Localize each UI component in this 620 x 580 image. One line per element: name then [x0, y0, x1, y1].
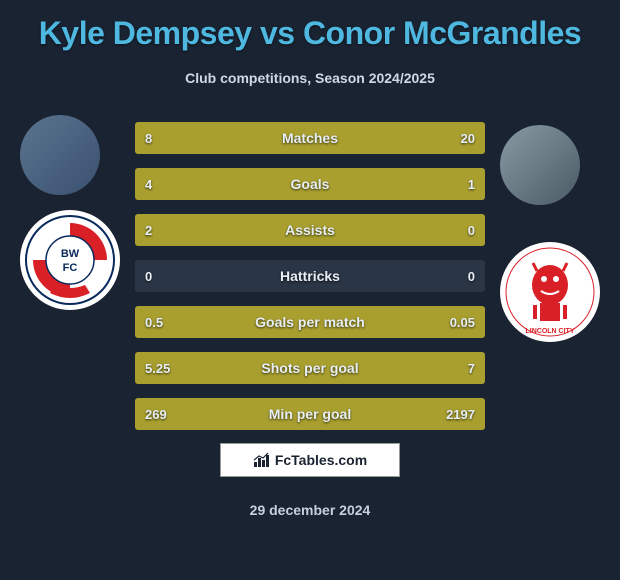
page-title: Kyle Dempsey vs Conor McGrandles [0, 15, 620, 52]
club-left-logo: BW FC [20, 210, 120, 310]
stat-value-right: 0 [468, 214, 475, 246]
date-label: 29 december 2024 [0, 502, 620, 518]
player-right-avatar [500, 125, 580, 205]
chart-icon [253, 452, 271, 468]
stat-value-right: 0 [468, 260, 475, 292]
player-left-avatar [20, 115, 100, 195]
stat-value-right: 2197 [446, 398, 475, 430]
stat-label: Goals per match [135, 306, 485, 338]
svg-text:LINCOLN CITY: LINCOLN CITY [526, 328, 575, 335]
stat-row: 2Assists0 [135, 214, 485, 246]
lincoln-badge-icon: LINCOLN CITY [505, 247, 595, 337]
stat-row: 4Goals1 [135, 168, 485, 200]
stat-row: 8Matches20 [135, 122, 485, 154]
stat-value-right: 20 [461, 122, 475, 154]
stat-value-right: 7 [468, 352, 475, 384]
svg-text:FC: FC [63, 262, 78, 274]
stat-label: Shots per goal [135, 352, 485, 384]
stat-value-right: 0.05 [450, 306, 475, 338]
stat-row: 0Hattricks0 [135, 260, 485, 292]
subtitle: Club competitions, Season 2024/2025 [0, 70, 620, 86]
stat-row: 269Min per goal2197 [135, 398, 485, 430]
stat-value-right: 1 [468, 168, 475, 200]
stat-label: Matches [135, 122, 485, 154]
stat-row: 0.5Goals per match0.05 [135, 306, 485, 338]
watermark: FcTables.com [220, 443, 400, 477]
stat-bars: 8Matches204Goals12Assists00Hattricks00.5… [135, 122, 485, 444]
stat-label: Min per goal [135, 398, 485, 430]
svg-text:BW: BW [61, 248, 80, 260]
stat-label: Hattricks [135, 260, 485, 292]
watermark-text: FcTables.com [275, 452, 367, 468]
stat-label: Assists [135, 214, 485, 246]
bolton-badge-icon: BW FC [25, 215, 115, 305]
stat-label: Goals [135, 168, 485, 200]
club-right-logo: LINCOLN CITY [500, 242, 600, 342]
stat-row: 5.25Shots per goal7 [135, 352, 485, 384]
